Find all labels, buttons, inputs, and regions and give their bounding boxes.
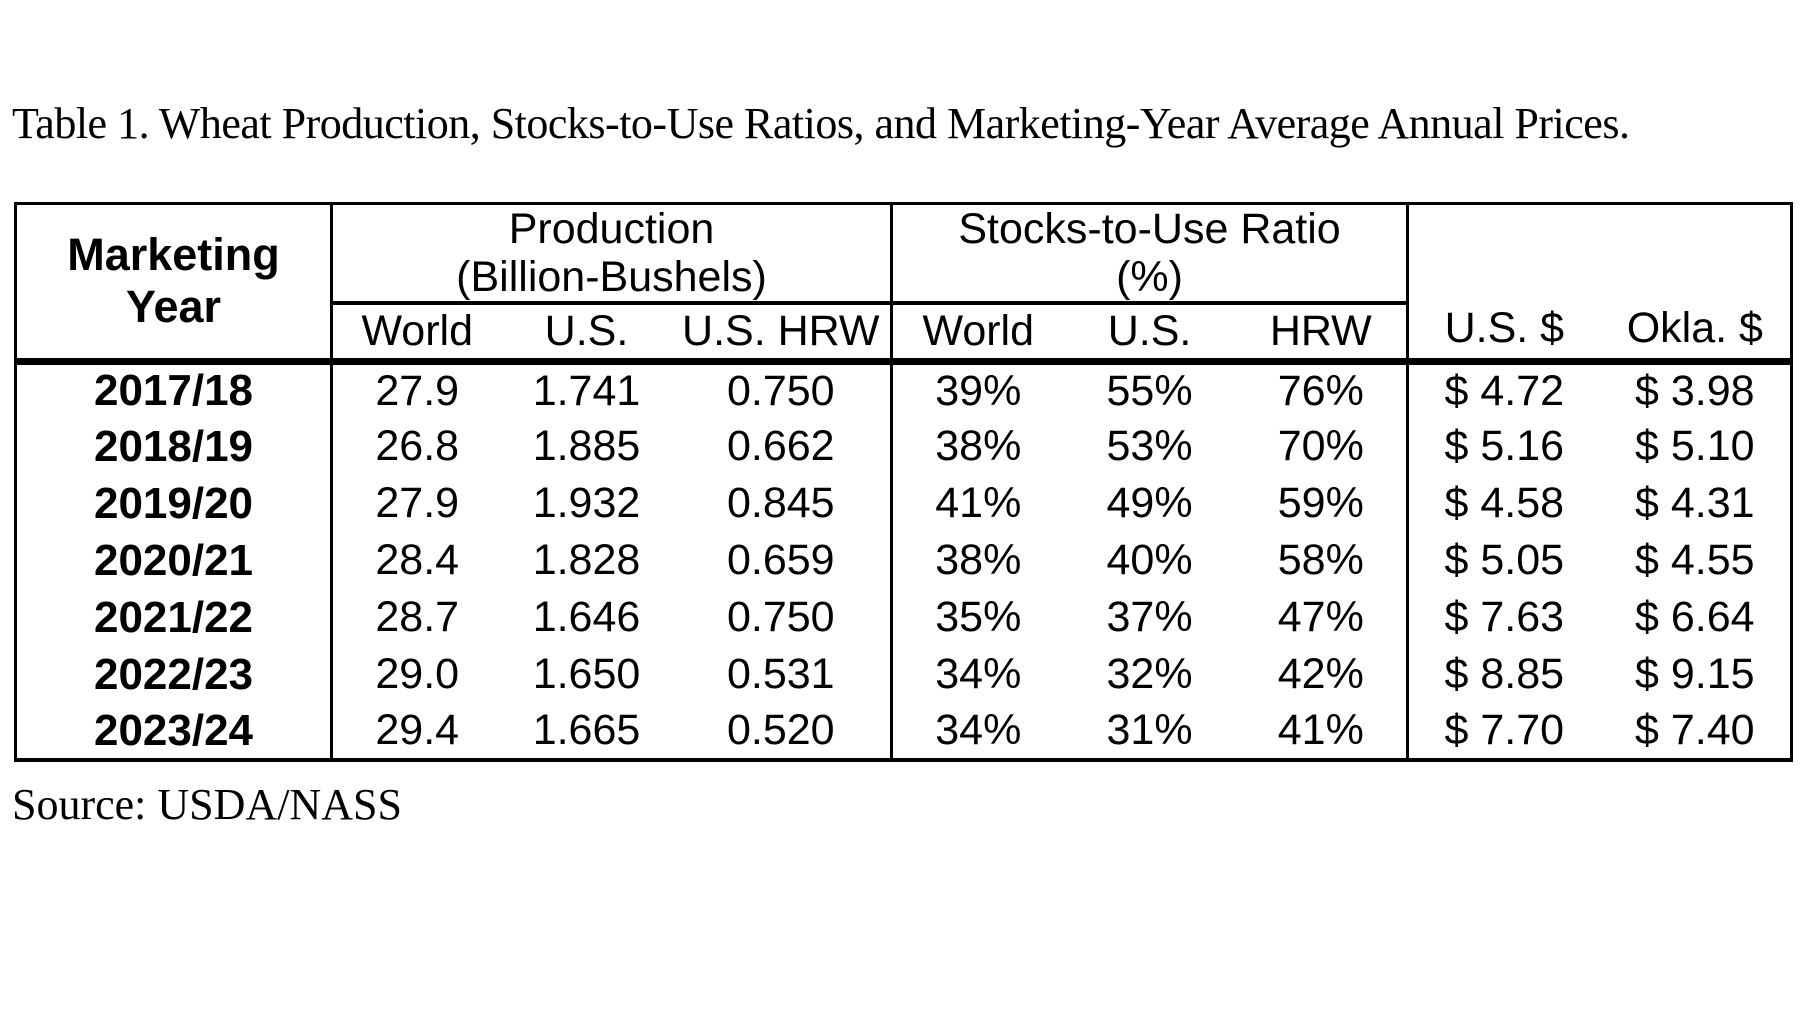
prod-us-cell: 1.665 (532, 706, 641, 754)
header-marketing-year: Marketing Year (15, 203, 332, 365)
header-production-group: Production (Billion-Bushels) (329, 203, 892, 305)
stocks-world-cell: 39% (890, 361, 1064, 418)
header-prod-world: World (330, 303, 502, 365)
header-stocks-us: U.S. (1063, 303, 1236, 365)
prod-us-cell: 1.828 (532, 536, 641, 584)
price-us-cell: $ 7.70 (1406, 703, 1600, 760)
table-row: 2023/24 29.4 1.665 0.520 34% 31% 41% $ 7… (16, 703, 1792, 760)
prod-hrw-cell: 0.750 (726, 593, 835, 641)
price-us-cell: $ 7.63 (1406, 589, 1600, 646)
prod-hrw-cell: 0.750 (726, 366, 835, 415)
stocks-hrw-cell: 41% (1277, 706, 1364, 754)
prod-hrw-cell: 0.659 (726, 536, 835, 584)
stocks-us-cell: 55% (1106, 366, 1193, 415)
table-caption: Table 1. Wheat Production, Stocks-to-Use… (12, 99, 1630, 148)
prod-hrw-cell: 0.531 (726, 650, 835, 698)
stocks-world-cell: 38% (890, 532, 1064, 589)
price-us-cell: $ 4.72 (1406, 361, 1600, 418)
stocks-us-cell: 31% (1106, 706, 1193, 754)
price-okla-cell: $ 4.31 (1635, 479, 1755, 527)
prod-us-cell: 1.885 (532, 422, 641, 470)
stocks-us-cell: 53% (1106, 422, 1193, 470)
stocks-us-cell: 32% (1106, 650, 1193, 698)
header-us-price: U.S. $ (1444, 304, 1565, 352)
prod-us-cell: 1.646 (532, 593, 641, 641)
table-row: 2022/23 29.0 1.650 0.531 34% 32% 42% $ 8… (16, 646, 1792, 703)
year-cell: 2017/18 (93, 366, 254, 416)
year-cell: 2022/23 (93, 649, 254, 699)
stocks-hrw-cell: 70% (1277, 422, 1364, 470)
header-row-subcolumns: World U.S. U.S. HRW World U.S. HRW (16, 303, 1792, 365)
header-prod-hrw: U.S. HRW (671, 303, 892, 365)
prod-world-cell: 27.9 (330, 361, 502, 418)
stocks-world-cell: 41% (890, 475, 1064, 532)
header-stocks-hrw: HRW (1235, 303, 1408, 365)
header-stocks-world: World (890, 303, 1064, 365)
source-note: Source: USDA/NASS (12, 780, 402, 829)
prod-world-cell: 26.8 (330, 418, 502, 475)
table-row: 2020/21 28.4 1.828 0.659 38% 40% 58% $ 5… (16, 532, 1792, 589)
header-okla-price: Okla. $ (1626, 304, 1763, 352)
prod-world-cell: 29.0 (330, 646, 502, 703)
stocks-world-cell: 38% (890, 418, 1064, 475)
prod-hrw-cell: 0.845 (726, 479, 835, 527)
prod-world-cell: 27.9 (330, 475, 502, 532)
stocks-world-cell: 35% (890, 589, 1064, 646)
price-us-cell: $ 8.85 (1406, 646, 1600, 703)
year-cell: 2023/24 (93, 705, 254, 755)
prod-hrw-cell: 0.520 (726, 706, 835, 754)
price-us-cell: $ 4.58 (1406, 475, 1600, 532)
wheat-data-table: Marketing Year Production (Billion-Bushe… (14, 202, 1794, 762)
table-row: 2019/20 27.9 1.932 0.845 41% 49% 59% $ 4… (16, 475, 1792, 532)
stocks-hrw-cell: 58% (1277, 536, 1364, 584)
header-prices-group: U.S. $ Okla. $ (1406, 203, 1792, 365)
prod-world-cell: 29.4 (330, 703, 502, 760)
header-prod-us: U.S. (501, 303, 672, 365)
prod-us-cell: 1.650 (532, 650, 641, 698)
header-production-units: (Billion-Bushels) (456, 253, 767, 301)
prod-world-cell: 28.7 (330, 589, 502, 646)
price-okla-cell: $ 7.40 (1635, 706, 1755, 754)
table-row: 2017/18 27.9 1.741 0.750 39% 55% 76% $ 4… (16, 361, 1792, 418)
stocks-hrw-cell: 47% (1277, 593, 1364, 641)
year-cell: 2021/22 (93, 592, 254, 642)
header-row-groups: Marketing Year Production (Billion-Bushe… (15, 203, 1792, 365)
prod-us-cell: 1.741 (532, 366, 641, 415)
prod-us-cell: 1.932 (532, 479, 641, 527)
stocks-hrw-cell: 76% (1277, 366, 1364, 415)
stocks-us-cell: 40% (1106, 536, 1193, 584)
price-us-cell: $ 5.05 (1406, 532, 1600, 589)
price-okla-cell: $ 3.98 (1635, 366, 1755, 415)
table-row: 2021/22 28.7 1.646 0.750 35% 37% 47% $ 7… (16, 589, 1792, 646)
price-okla-cell: $ 9.15 (1635, 650, 1755, 698)
price-okla-cell: $ 6.64 (1635, 593, 1755, 641)
stocks-us-cell: 37% (1106, 593, 1193, 641)
stocks-us-cell: 49% (1106, 479, 1193, 527)
year-cell: 2020/21 (93, 535, 254, 585)
stocks-world-cell: 34% (890, 703, 1064, 760)
stocks-hrw-cell: 42% (1277, 650, 1364, 698)
prod-world-cell: 28.4 (330, 532, 502, 589)
price-column-labels: U.S. $ Okla. $ (1411, 300, 1791, 355)
prod-hrw-cell: 0.662 (726, 422, 835, 470)
price-okla-cell: $ 4.55 (1635, 536, 1755, 584)
header-stocks-title: Stocks-to-Use Ratio (958, 205, 1341, 253)
year-cell: 2018/19 (93, 421, 254, 471)
stocks-hrw-cell: 59% (1277, 479, 1364, 527)
price-okla-cell: $ 5.10 (1635, 422, 1755, 470)
table-row: 2018/19 26.8 1.885 0.662 38% 53% 70% $ 5… (16, 418, 1792, 475)
price-us-cell: $ 5.16 (1406, 418, 1600, 475)
header-stocks-group: Stocks-to-Use Ratio (%) (890, 203, 1408, 305)
stocks-world-cell: 34% (890, 646, 1064, 703)
header-production-title: Production (508, 205, 715, 253)
header-stocks-units: (%) (1116, 253, 1183, 301)
year-cell: 2019/20 (93, 478, 254, 528)
